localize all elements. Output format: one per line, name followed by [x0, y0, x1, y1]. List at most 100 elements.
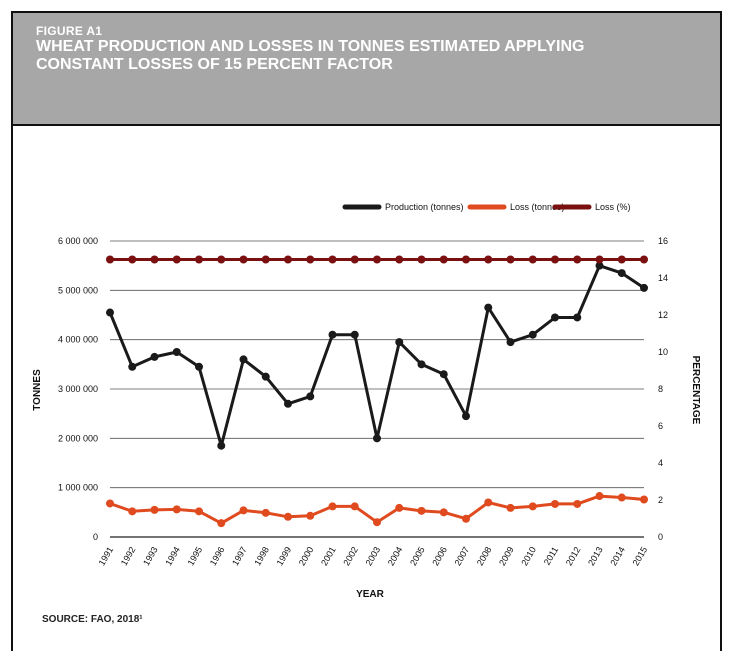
data-point	[484, 303, 493, 312]
data-point	[484, 255, 493, 264]
data-point	[462, 514, 470, 523]
data-point	[106, 308, 114, 317]
axis-layer: 0 1 000 000 2 000 000 3 000 000 4 000 000 5 0…	[58, 236, 668, 567]
data-point	[528, 502, 537, 511]
data-point	[417, 255, 426, 264]
y-right-tick-label: 6	[658, 421, 663, 431]
series-line	[108, 264, 645, 448]
data-point	[573, 499, 582, 508]
x-tick-label: 1994	[163, 545, 182, 567]
y-right-tick-label: 2	[658, 495, 663, 505]
data-point	[528, 255, 537, 264]
series-layer	[106, 255, 648, 528]
data-point	[195, 255, 203, 264]
data-point	[150, 352, 159, 361]
y-right-tick-label: 12	[658, 310, 668, 320]
data-point	[551, 255, 559, 264]
y-right-tick-label: 4	[658, 458, 663, 468]
x-tick-label: 2006	[430, 545, 449, 567]
data-point	[106, 255, 114, 264]
figure-label: FIGURE A1	[36, 24, 103, 38]
x-tick-label: 1996	[208, 545, 227, 567]
data-point	[506, 503, 515, 512]
data-point	[395, 503, 404, 512]
x-tick-label: 2003	[364, 545, 383, 567]
legend-label: Production (tonnes)	[385, 202, 464, 212]
data-point	[373, 518, 381, 527]
data-point	[150, 505, 159, 514]
data-point	[617, 493, 626, 502]
x-tick-label: 2015	[631, 545, 650, 567]
data-point	[551, 313, 559, 322]
x-tick-label: 2002	[341, 545, 360, 567]
data-point	[595, 255, 604, 264]
x-tick-label: 2009	[497, 545, 516, 567]
data-point	[528, 330, 537, 339]
x-tick-label: 1998	[252, 545, 271, 567]
data-point	[328, 255, 337, 264]
x-tick-label: 1999	[275, 545, 294, 567]
data-point	[128, 507, 137, 516]
x-tick-label: 2005	[408, 545, 427, 567]
data-point	[350, 502, 359, 511]
data-point	[172, 505, 181, 514]
data-point	[195, 362, 203, 371]
data-point	[395, 255, 404, 264]
data-point	[172, 255, 181, 264]
data-point	[439, 255, 448, 264]
source-note: SOURCE: FAO, 2018¹	[42, 614, 143, 625]
y-left-tick-label: 6 000 000	[58, 236, 98, 246]
data-point	[328, 330, 337, 339]
data-point	[239, 355, 248, 364]
x-tick-label: 2010	[519, 545, 538, 567]
data-point	[284, 512, 292, 521]
x-axis-title: YEAR	[356, 589, 385, 600]
x-tick-label: 1997	[230, 545, 249, 567]
data-point	[284, 399, 292, 408]
x-tick-label: 1993	[141, 545, 160, 567]
figure-header	[11, 11, 722, 126]
data-point	[462, 255, 470, 264]
y-right-tick-label: 14	[658, 273, 668, 283]
data-point	[417, 360, 426, 369]
data-point	[150, 255, 159, 264]
y-left-tick-label: 0	[93, 532, 98, 542]
data-point	[128, 255, 137, 264]
data-point	[484, 498, 493, 507]
y-right-tick-label: 10	[658, 347, 668, 357]
data-point	[217, 255, 226, 264]
x-tick-label: 1995	[186, 545, 205, 567]
data-point	[239, 506, 248, 515]
data-point	[284, 255, 292, 264]
data-point	[573, 255, 582, 264]
data-point	[217, 441, 226, 450]
data-point	[506, 255, 515, 264]
data-point	[617, 255, 626, 264]
data-point	[595, 261, 604, 270]
x-tick-label: 2013	[586, 545, 605, 567]
figure-title: WHEAT PRODUCTION AND LOSSES IN TONNES ES…	[36, 38, 585, 73]
data-point	[439, 508, 448, 517]
data-point	[640, 495, 648, 504]
data-point	[617, 269, 626, 278]
y-right-tick-label: 0	[658, 532, 663, 542]
data-point	[172, 348, 181, 356]
x-tick-label: 2004	[386, 545, 405, 567]
data-point	[595, 492, 604, 501]
data-point	[306, 392, 315, 401]
data-point	[350, 330, 359, 339]
x-tick-label: 2011	[542, 545, 560, 567]
data-point	[462, 412, 470, 421]
x-tick-label: 2001	[319, 545, 338, 567]
y-left-tick-label: 4 000 000	[58, 335, 98, 345]
data-point	[417, 506, 426, 515]
legend-label: Loss (%)	[595, 202, 631, 212]
data-point	[350, 255, 359, 264]
data-point	[373, 434, 381, 443]
data-point	[640, 255, 648, 264]
x-tick-label: 2012	[564, 545, 583, 567]
y-left-tick-label: 1 000 000	[58, 483, 98, 493]
grid-lines	[110, 240, 644, 538]
data-point	[328, 502, 337, 511]
